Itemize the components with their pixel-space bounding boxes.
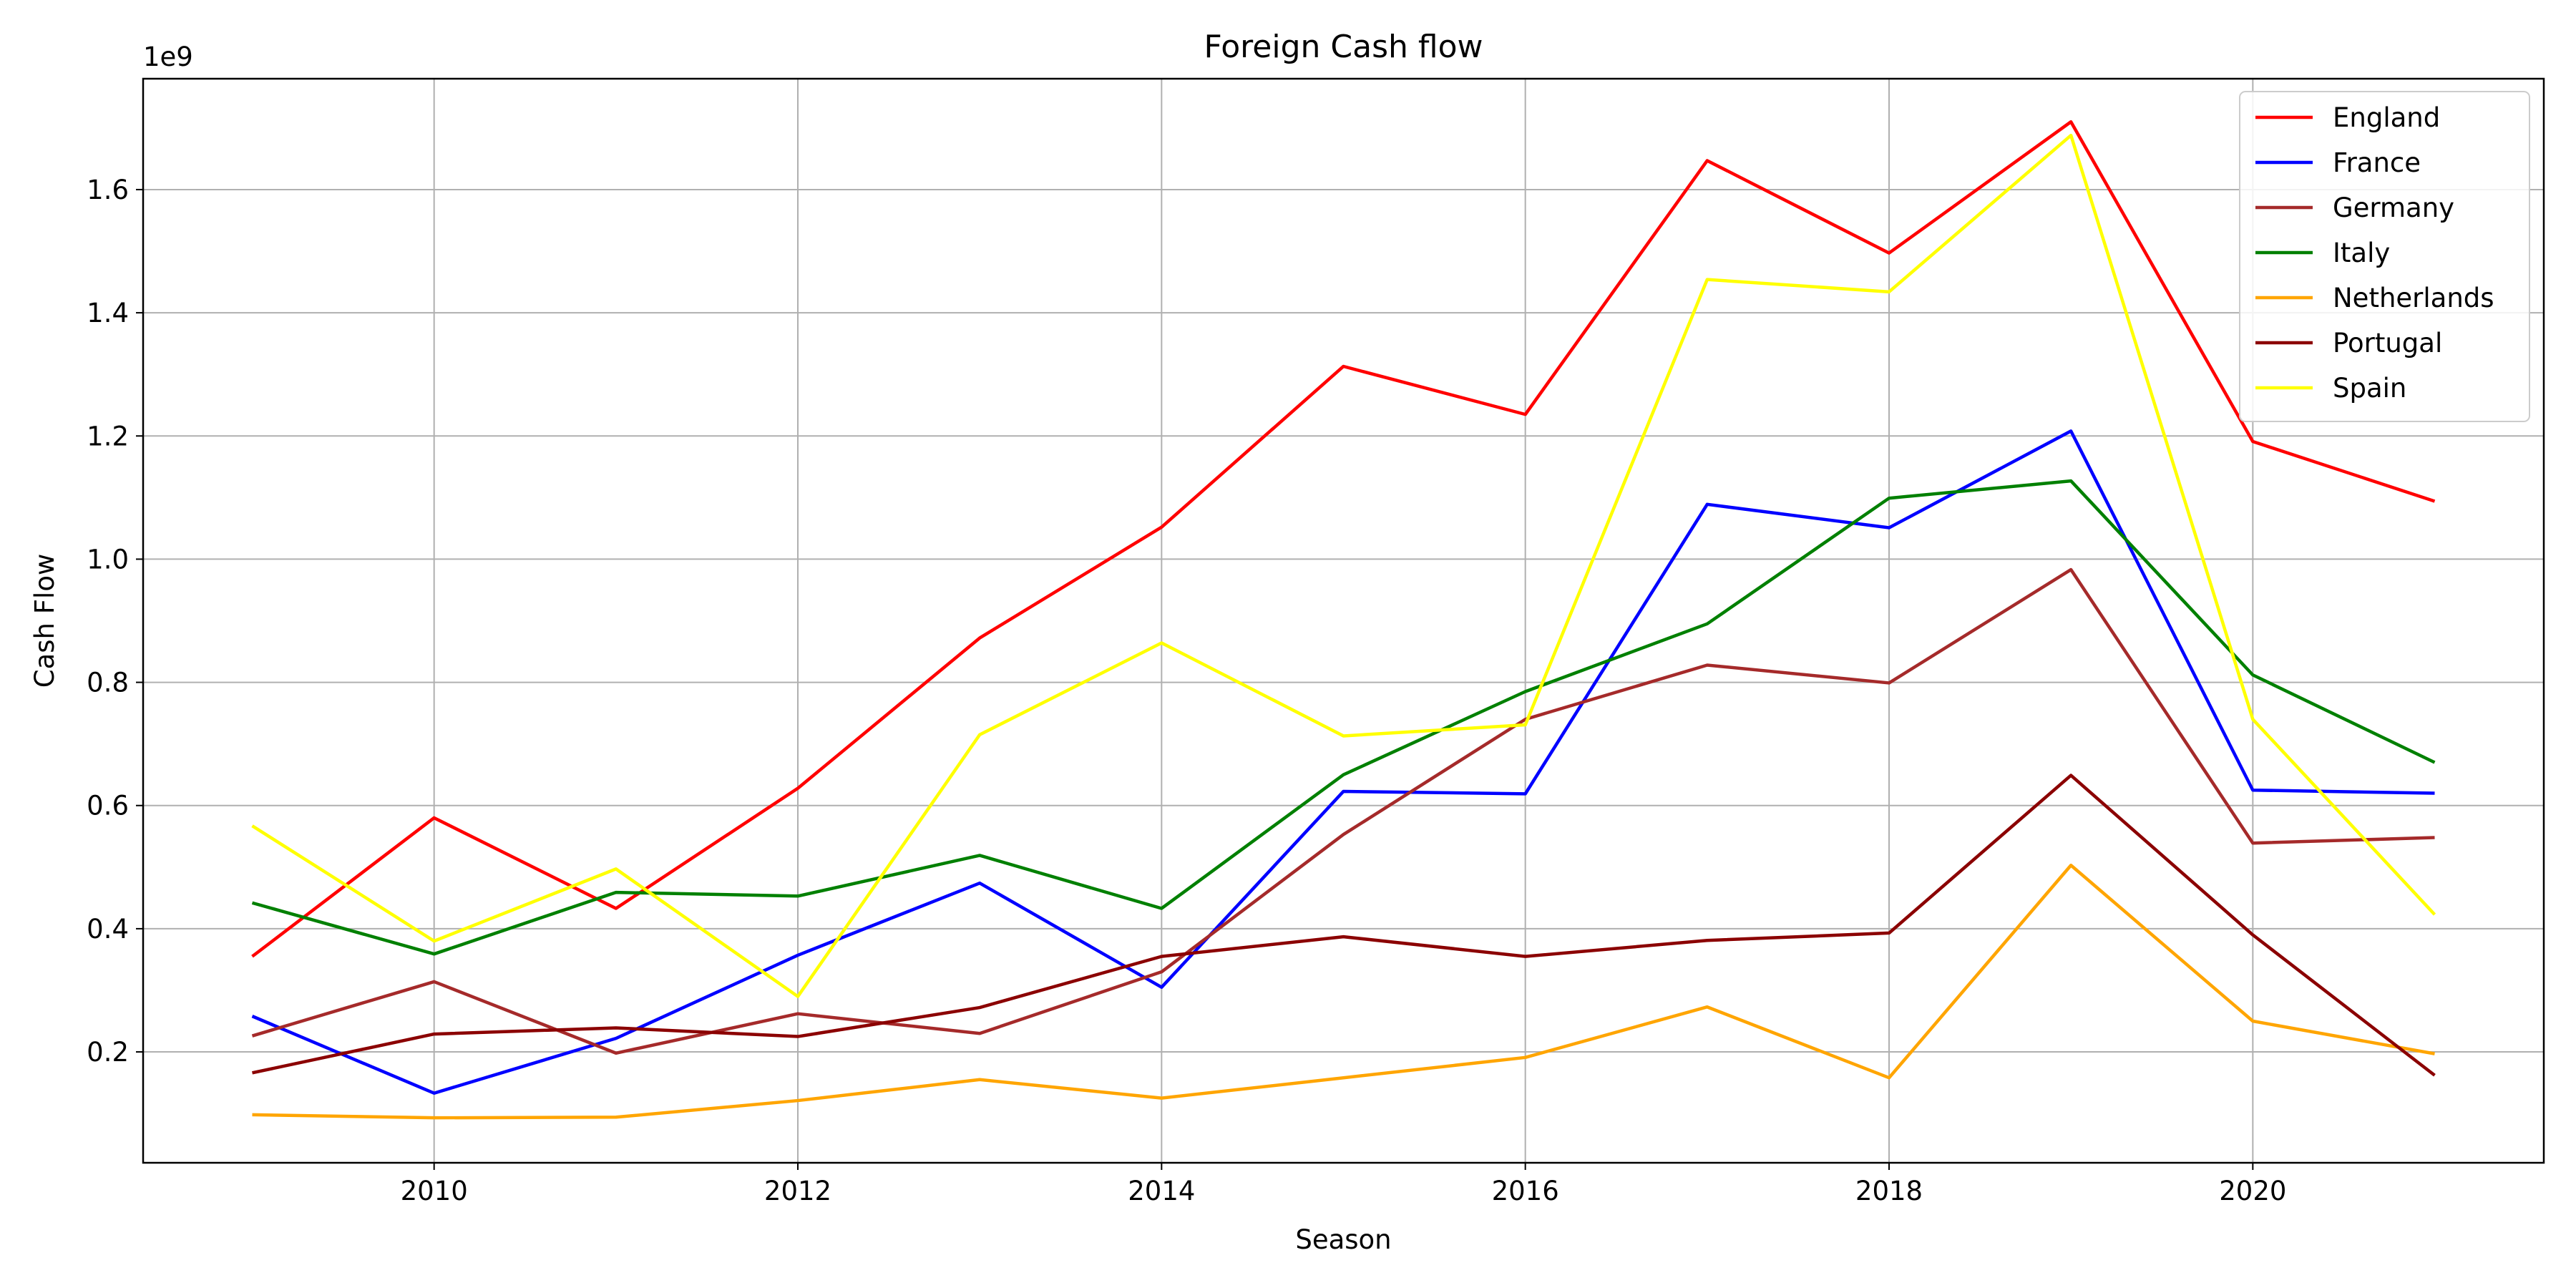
legend-label: England	[2333, 102, 2440, 133]
y-axis-offset-label: 1e9	[143, 42, 193, 72]
series-line-france	[251, 429, 2435, 1095]
y-axis-title: Cash Flow	[29, 554, 60, 688]
series-lines	[251, 120, 2436, 1120]
x-tick-label: 2014	[1128, 1176, 1195, 1206]
legend-label: Italy	[2333, 238, 2390, 268]
legend-label: Netherlands	[2333, 283, 2494, 313]
x-tick-label: 2012	[764, 1176, 831, 1206]
series-line-portugal	[252, 774, 2436, 1077]
x-tick-label: 2020	[2219, 1176, 2286, 1206]
legend-label: Germany	[2333, 192, 2454, 223]
y-tick-label: 0.6	[87, 791, 129, 821]
x-tick-label: 2016	[1492, 1176, 1559, 1206]
legend-label: France	[2333, 147, 2421, 178]
y-tick-label: 0.4	[87, 914, 129, 945]
y-tick-label: 1.0	[87, 544, 129, 575]
chart-title: Foreign Cash flow	[1204, 29, 1483, 65]
legend: England France Germany Italy Netherlands Port…	[2239, 91, 2530, 422]
series-line-italy	[251, 479, 2436, 956]
series-line-england	[251, 120, 2436, 958]
series-line-spain	[251, 133, 2436, 998]
y-tick-label: 0.8	[87, 668, 129, 698]
x-axis-title: Season	[1295, 1224, 1391, 1255]
x-tick-label: 2018	[1855, 1176, 1923, 1206]
x-tick-label: 2010	[401, 1176, 468, 1206]
series-line-netherlands	[252, 863, 2435, 1120]
plot-frame	[142, 77, 2545, 1164]
series-line-germany	[251, 567, 2435, 1055]
y-tick-label: 0.2	[87, 1037, 129, 1068]
legend-label: Portugal	[2333, 328, 2442, 358]
legend-box	[2239, 91, 2530, 422]
y-tick-label: 1.2	[87, 421, 129, 452]
y-tick-label: 1.4	[87, 298, 129, 328]
legend-label: Spain	[2333, 373, 2406, 404]
y-axis-ticks: 0.2 0.4 0.6 0.8 1.0 1.2 1.4 1.6	[87, 175, 143, 1068]
y-tick-label: 1.6	[87, 175, 129, 205]
x-axis-ticks: 2010 2012 2014 2016 2018 2020	[401, 1163, 2286, 1206]
